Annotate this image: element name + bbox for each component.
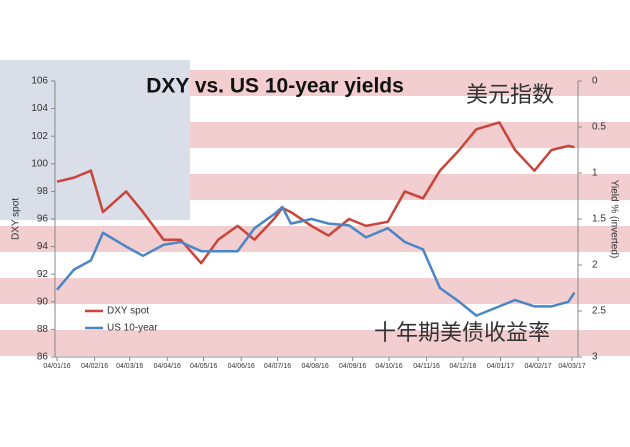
x-tick-label: 04/01/17 — [487, 363, 514, 370]
x-tick-label: 04/07/16 — [264, 363, 291, 370]
x-tick-label: 04/04/16 — [154, 363, 181, 370]
y2-tick-label: 1 — [592, 168, 598, 179]
x-tick-label: 04/09/16 — [339, 363, 366, 370]
y2-tick-label: 1.5 — [592, 214, 606, 225]
x-tick-label: 04/03/16 — [116, 363, 143, 370]
x-tick-label: 04/12/16 — [449, 363, 476, 370]
y-tick-label: 88 — [37, 324, 49, 335]
y2-tick-label: 0 — [592, 76, 598, 87]
y-tick-label: 86 — [37, 352, 49, 363]
y-tick-label: 90 — [37, 296, 49, 307]
annotation: 美元指数 — [466, 82, 554, 107]
line — [56, 205, 576, 317]
annotation: 十年期美债收益率 — [374, 320, 550, 345]
legend-label: DXY spot — [107, 306, 149, 317]
x-tick-label: 04/05/16 — [190, 363, 217, 370]
x-tick-label: 04/03/17 — [558, 363, 585, 370]
x-tick-label: 04/06/16 — [228, 363, 255, 370]
y-tick-label: 98 — [37, 186, 49, 197]
y-tick-label: 92 — [37, 269, 49, 280]
y-tick-label: 94 — [37, 241, 49, 252]
y2-tick-label: 3 — [592, 352, 598, 363]
y-tick-label: 104 — [31, 103, 48, 114]
x-tick-label: 04/02/17 — [524, 363, 551, 370]
y2-axis-title: Yield % (inverted) — [608, 180, 619, 259]
y-axis-title: DXY spot — [11, 198, 22, 240]
y2-tick-label: 2 — [592, 260, 598, 271]
x-tick-label: 04/10/16 — [375, 363, 402, 370]
x-tick-label: 04/08/16 — [301, 363, 328, 370]
x-tick-label: 04/11/16 — [413, 363, 440, 370]
line — [56, 121, 575, 265]
y2-tick-label: 0.5 — [592, 122, 606, 133]
y-tick-label: 106 — [31, 76, 48, 87]
y-tick-label: 100 — [31, 158, 48, 169]
y-tick-label: 102 — [31, 131, 48, 142]
y2-tick-label: 2.5 — [592, 306, 606, 317]
x-tick-label: 04/01/16 — [43, 363, 70, 370]
flag-background — [0, 60, 630, 400]
legend-label: US 10-year — [107, 323, 158, 334]
y-tick-label: 96 — [37, 214, 49, 225]
x-tick-label: 04/02/16 — [81, 363, 108, 370]
chart-title: DXY vs. US 10-year yields — [146, 75, 404, 98]
